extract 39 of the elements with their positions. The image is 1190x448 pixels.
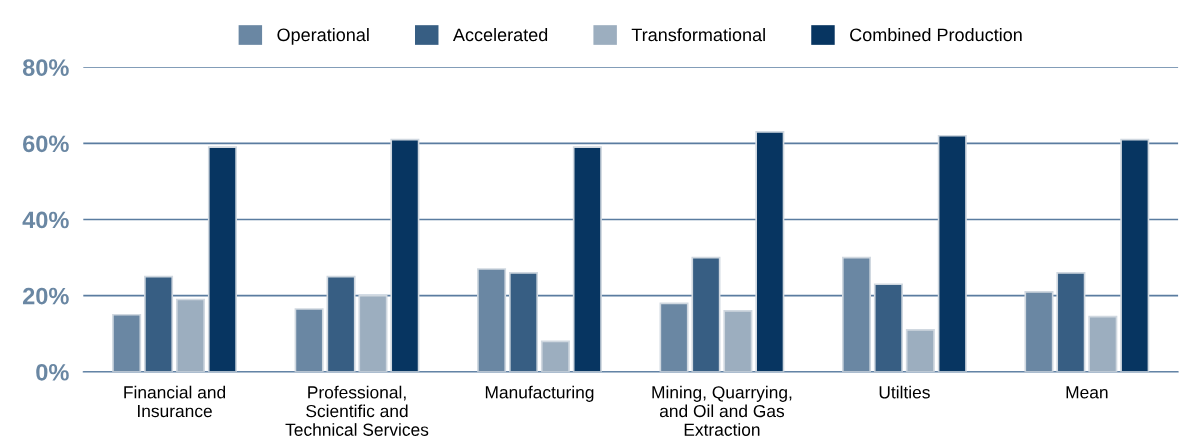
bar <box>390 138 420 372</box>
x-tick-label: Mean <box>1066 386 1108 399</box>
bar <box>144 275 174 372</box>
bar <box>755 131 785 372</box>
bar <box>207 146 237 372</box>
bar <box>540 340 570 372</box>
bar <box>294 308 324 372</box>
bar <box>508 271 539 372</box>
bar <box>691 256 721 372</box>
y-tick-label: 20% <box>22 287 69 305</box>
bar <box>905 329 935 372</box>
x-tick-label: Financial and Insurance <box>124 385 226 418</box>
bar <box>112 313 142 372</box>
bar <box>572 146 602 372</box>
x-tick-label: Manufacturing <box>485 385 594 402</box>
bar <box>1024 291 1054 372</box>
bar <box>1120 138 1150 372</box>
bar <box>841 256 872 372</box>
legend-label: Operational <box>277 27 369 45</box>
bar <box>1056 271 1086 372</box>
legend-label: Transformational <box>631 27 765 42</box>
x-tick-label: Professional, Scientific and Technical Services <box>285 385 429 436</box>
bar <box>326 275 356 372</box>
bar <box>477 268 507 372</box>
bar <box>1088 315 1118 372</box>
y-tick-label: 80% <box>22 59 69 76</box>
y-tick-label: 40% <box>22 211 69 229</box>
bar <box>358 294 388 372</box>
bar <box>175 298 206 372</box>
x-tick-label: Mining, Quarrying, and Oil and Gas Extraction <box>652 385 792 436</box>
y-tick-label: 0% <box>36 363 69 381</box>
legend-label: Combined Production <box>850 27 1022 42</box>
bar <box>659 302 689 372</box>
bar <box>723 310 753 372</box>
y-tick-label: 60% <box>23 135 69 153</box>
bar <box>873 283 903 372</box>
bar <box>937 134 967 372</box>
x-tick-label: Utilties <box>879 385 930 399</box>
legend-label: Accelerated <box>452 27 548 42</box>
